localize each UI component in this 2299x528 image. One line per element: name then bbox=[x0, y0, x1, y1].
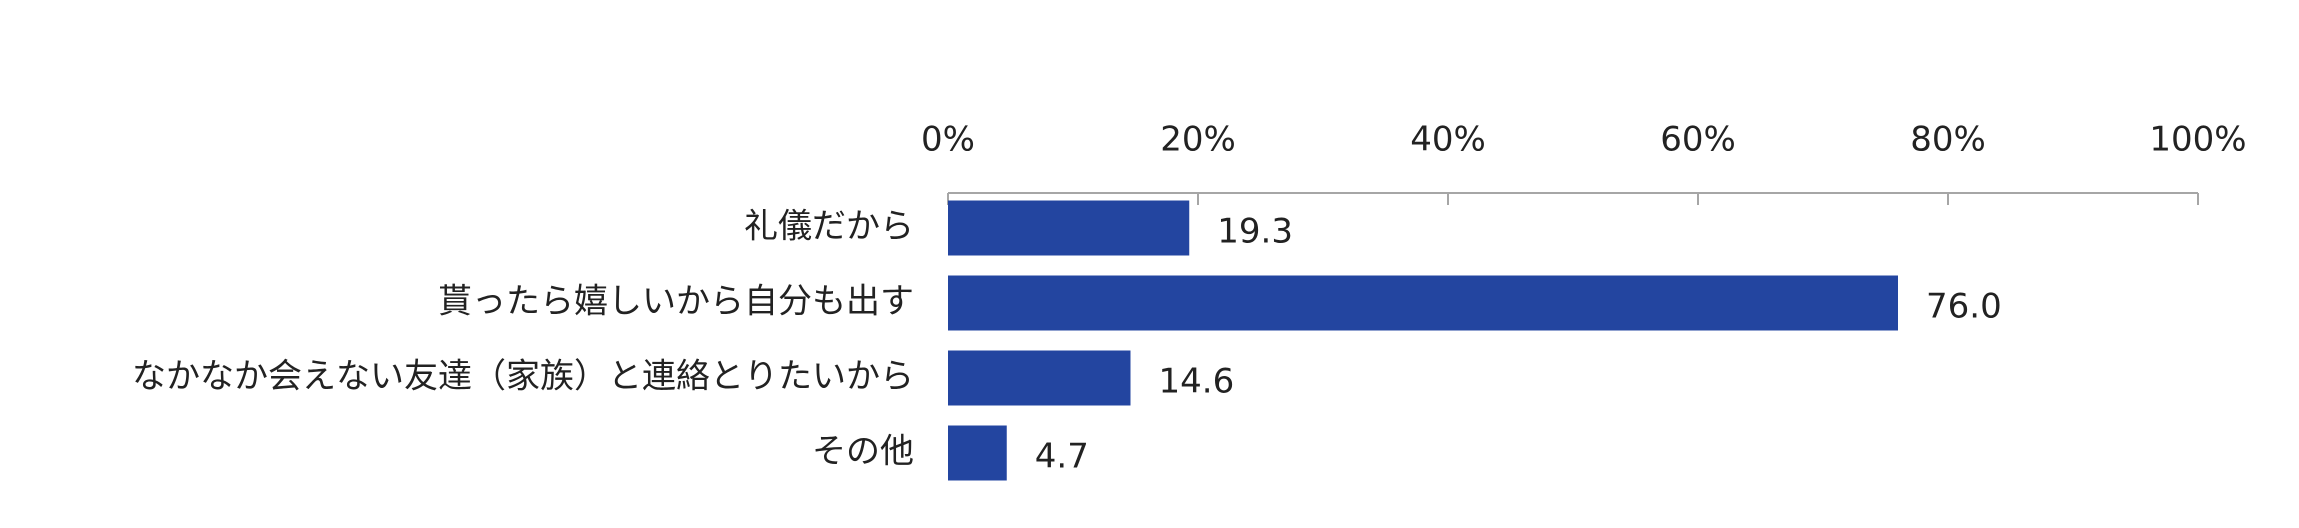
bar bbox=[948, 200, 1190, 256]
x-tick-label: 100% bbox=[2149, 120, 2246, 160]
x-tick-label: 60% bbox=[1660, 120, 1736, 160]
data-label: 76.0 bbox=[1926, 287, 2002, 327]
bar bbox=[948, 275, 1898, 331]
data-label: 4.7 bbox=[1035, 437, 1089, 477]
bar bbox=[948, 350, 1131, 406]
x-tick-label: 0% bbox=[921, 120, 975, 160]
x-tick-label: 40% bbox=[1410, 120, 1486, 160]
y-tick-label: その他 bbox=[812, 432, 914, 472]
data-label: 19.3 bbox=[1217, 212, 1293, 252]
data-label: 14.6 bbox=[1159, 362, 1235, 402]
y-tick-label: 礼儀だから bbox=[744, 207, 914, 247]
bar bbox=[948, 425, 1007, 481]
x-tick-label: 20% bbox=[1160, 120, 1236, 160]
y-tick-label: なかなか会えない友達（家族）と連絡とりたいから bbox=[132, 357, 914, 397]
y-tick-label: 貰ったら嬉しいから自分も出す bbox=[438, 282, 914, 322]
x-tick-label: 80% bbox=[1910, 120, 1986, 160]
